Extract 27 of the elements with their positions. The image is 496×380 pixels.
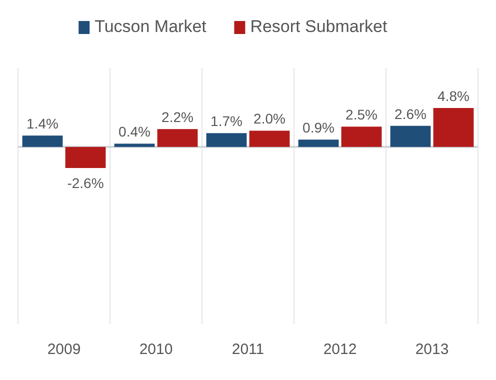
data-label: 1.4% — [26, 116, 58, 132]
data-label: -2.6% — [67, 175, 104, 191]
bar — [249, 130, 290, 147]
data-label: 2.0% — [254, 110, 286, 127]
bar — [114, 144, 155, 147]
legend-label: Tucson Market — [94, 17, 207, 36]
x-tick-label: 2012 — [323, 341, 357, 358]
bar — [341, 126, 382, 147]
x-tick-label: 2013 — [415, 341, 449, 358]
bar — [22, 136, 63, 147]
bar — [206, 133, 247, 147]
bar — [298, 140, 339, 147]
data-label: 1.7% — [210, 113, 242, 130]
data-label: 2.5% — [346, 106, 378, 123]
data-label: 2.6% — [394, 106, 426, 122]
x-tick-label: 2010 — [139, 341, 173, 358]
data-label: 0.9% — [302, 120, 334, 136]
data-label: 4.8% — [438, 88, 470, 104]
bar — [390, 126, 431, 147]
bar — [157, 129, 198, 147]
legend-label: Resort Submarket — [250, 17, 388, 36]
x-tick-label: 2011 — [232, 341, 264, 358]
x-tick-label: 2009 — [47, 341, 81, 358]
bar — [65, 146, 106, 168]
data-label: 2.2% — [162, 109, 194, 126]
data-label: 0.4% — [118, 124, 150, 140]
bar — [433, 108, 474, 147]
